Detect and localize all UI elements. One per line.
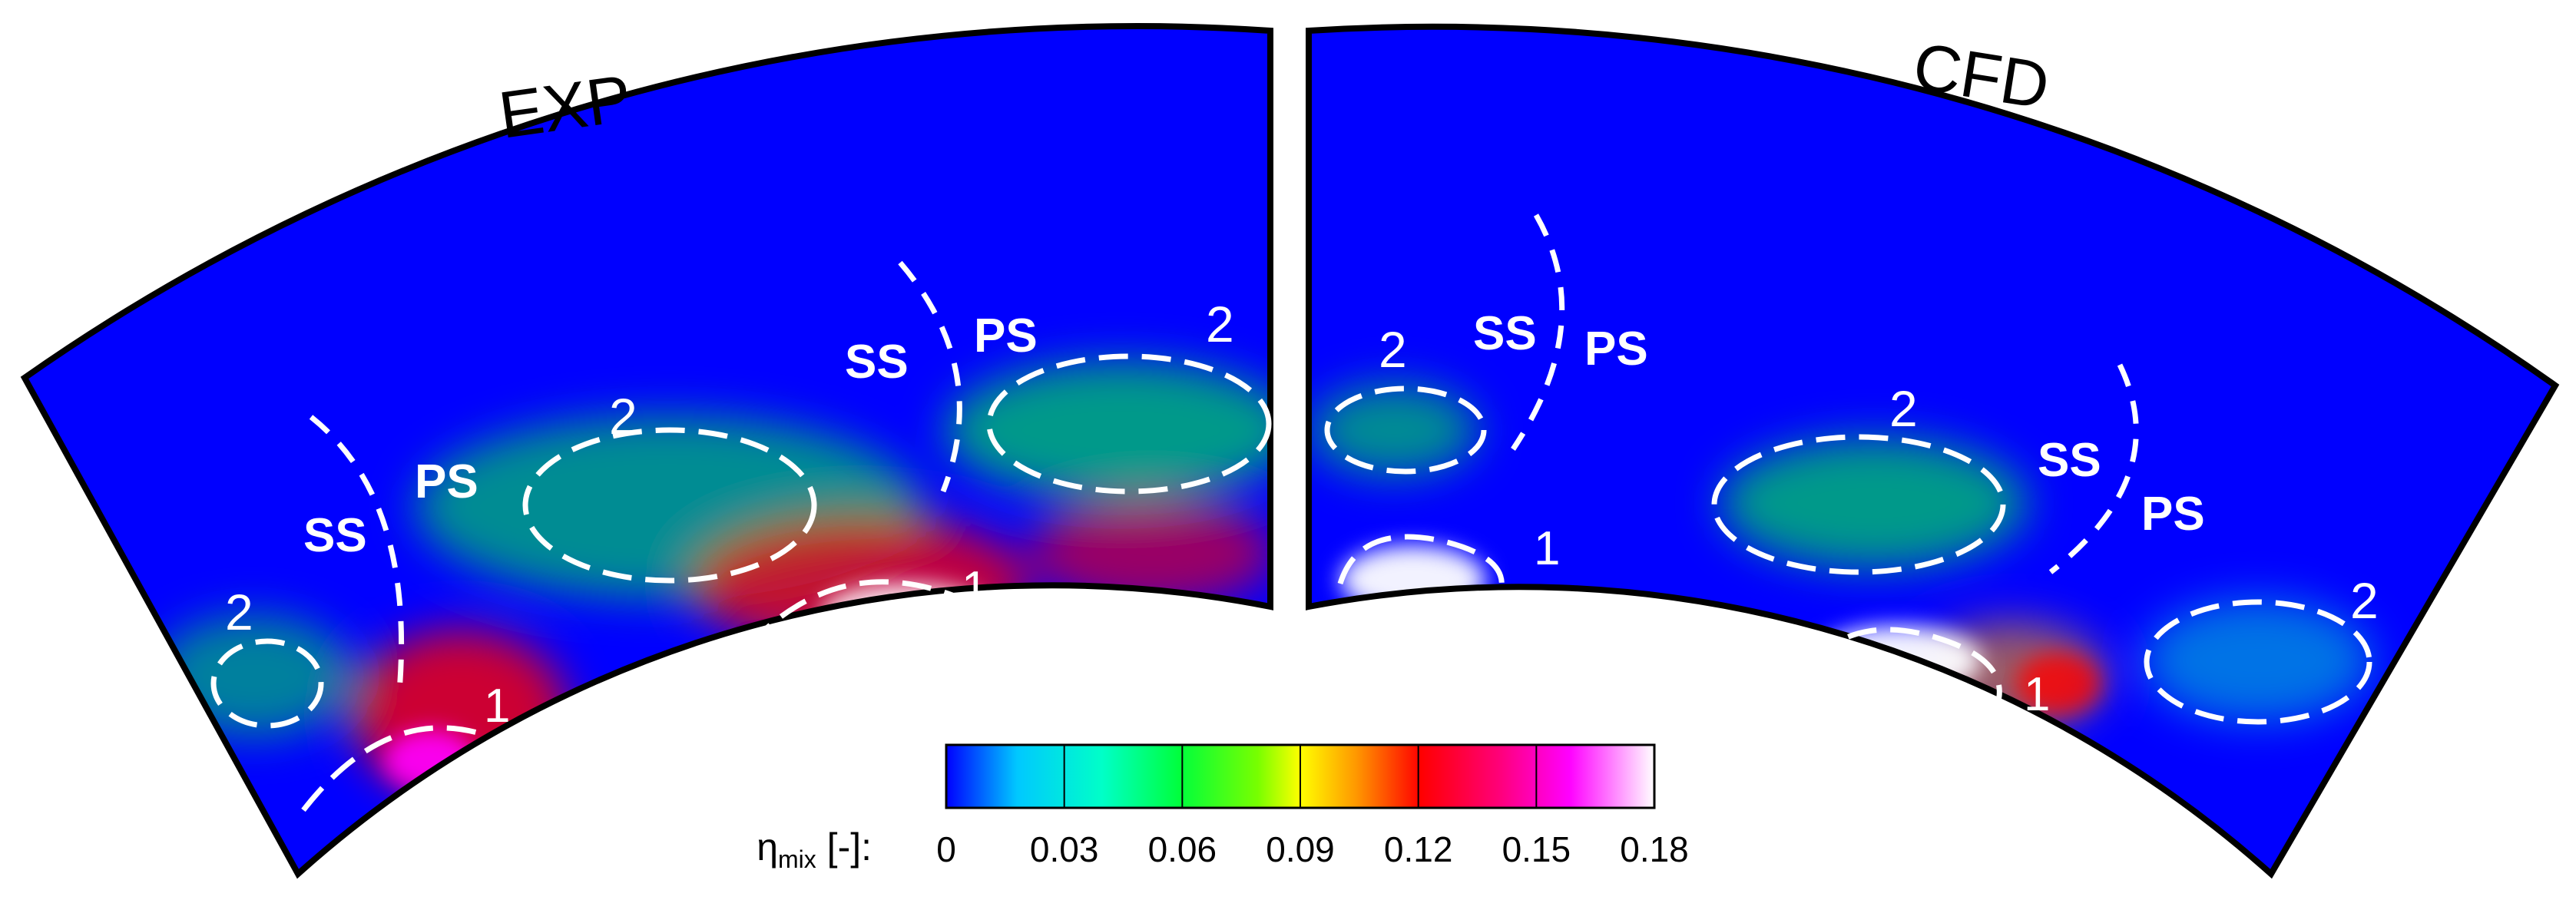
colorbar-tick-label: 0.09 xyxy=(1266,829,1335,869)
exp-region-1-arc xyxy=(301,725,481,812)
cfd-region-1-arc xyxy=(1810,627,2002,708)
exp-panel-border xyxy=(20,23,1273,879)
colorbar-tick-label: 0.12 xyxy=(1384,829,1453,869)
colorbar-tick-label: 0.06 xyxy=(1148,829,1217,869)
exp-label-2: 2 xyxy=(225,584,253,640)
exp-blade-line xyxy=(309,415,405,692)
cfd-region-2-ellipse xyxy=(1711,434,2006,575)
cfd-blade-line xyxy=(1511,213,1565,451)
cfd-label-2: 2 xyxy=(1889,380,1918,437)
cfd-label-ss: SS xyxy=(2038,434,2101,487)
exp-label-2: 2 xyxy=(1206,296,1234,352)
cfd-label-2: 2 xyxy=(1379,321,1407,378)
colorbar-label-unit: [-]: xyxy=(816,826,872,869)
colorbar-label: ηmix [-]: xyxy=(757,826,872,873)
cfd-labels: 2 2 2 1 1 SS PS SS PS xyxy=(1379,307,2379,721)
exp-label-ps: PS xyxy=(974,309,1038,362)
exp-label-ss: SS xyxy=(303,509,367,562)
colorbar-tick-label: 0 xyxy=(936,829,956,869)
exp-region-1-arc xyxy=(747,579,954,647)
exp-label-2: 2 xyxy=(609,388,637,445)
colorbar-tick-label: 0.15 xyxy=(1502,829,1571,869)
cfd-region-1-arc xyxy=(1337,534,1505,588)
cfd-label-ps: PS xyxy=(2141,488,2205,541)
cfd-region-2-ellipse xyxy=(2144,599,2372,725)
colorbar: 0 0.03 0.06 0.09 0.12 0.15 0.18 ηmix [-]: xyxy=(757,743,1689,873)
exp-region-2-ellipse xyxy=(522,427,817,584)
cfd-panel-border xyxy=(1306,23,2560,879)
colorbar-ticks: 0 0.03 0.06 0.09 0.12 0.15 0.18 xyxy=(936,829,1689,869)
colorbar-label-subscript: mix xyxy=(778,845,816,873)
cfd-blade-line xyxy=(2048,363,2139,574)
exp-region-2-ellipse xyxy=(210,638,324,729)
colorbar-tick-label: 0.18 xyxy=(1620,829,1689,869)
exp-label-1: 1 xyxy=(484,680,510,733)
exp-title: EXP xyxy=(495,61,636,153)
exp-blade-line xyxy=(898,260,962,493)
exp-annotations xyxy=(210,260,1272,812)
cfd-annotations xyxy=(1324,213,2372,725)
cfd-label-1: 1 xyxy=(2024,668,2050,721)
exp-label-ss: SS xyxy=(845,336,909,389)
colorbar-tick-label: 0.03 xyxy=(1030,829,1099,869)
cfd-label-2: 2 xyxy=(2350,572,2379,629)
cfd-label-ps: PS xyxy=(1584,323,1648,376)
exp-region-2-ellipse xyxy=(986,353,1272,495)
exp-label-1: 1 xyxy=(962,562,988,615)
cfd-label-1: 1 xyxy=(1534,522,1560,575)
exp-label-ps: PS xyxy=(415,455,478,508)
colorbar-dividers xyxy=(1063,745,1538,808)
cfd-label-ss: SS xyxy=(1473,307,1537,360)
cfd-region-2-ellipse xyxy=(1324,385,1487,475)
exp-labels: 2 2 2 1 1 SS PS SS PS xyxy=(225,296,1234,733)
colorbar-label-symbol: η xyxy=(757,826,778,869)
